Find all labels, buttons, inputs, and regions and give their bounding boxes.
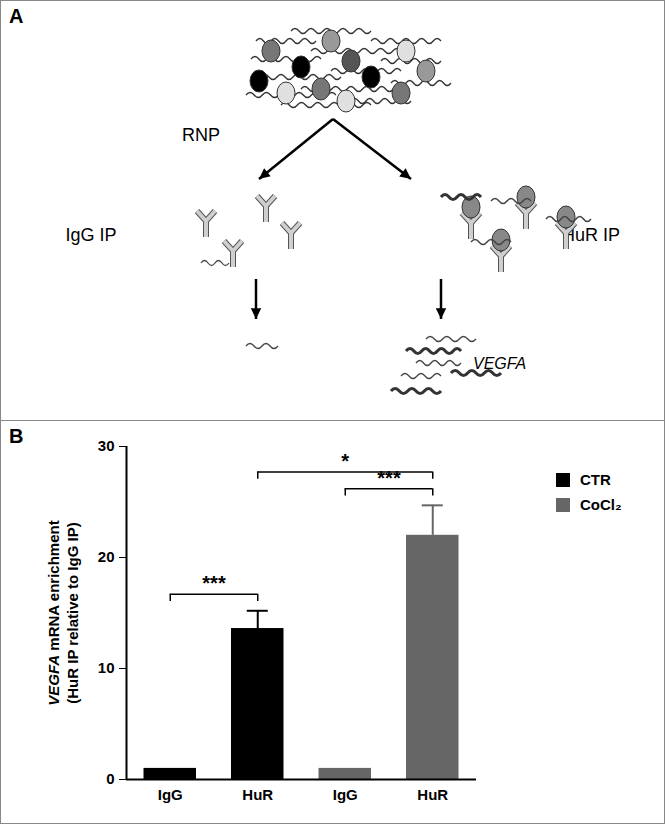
svg-text:*: * [341,450,349,472]
svg-text:20: 20 [98,548,115,565]
html-text:CoCl₂: CoCl₂ [580,496,622,513]
svg-text:IgG: IgG [333,786,358,803]
svg-text:0: 0 [106,770,114,787]
html-text:mRNA enrichment: mRNA enrichment [45,520,62,655]
svg-text:HuR: HuR [417,786,448,803]
html-text:B: B [9,425,24,447]
svg-text:***: *** [202,572,226,594]
svg-text:RNP: RNP [182,125,220,145]
svg-text:VEGFA: VEGFA [473,355,526,372]
html-text:CTR: CTR [580,471,611,488]
html-text:VEGFA: VEGFA [45,654,62,706]
svg-text:***: *** [377,467,401,489]
html-text:(HuR IP relative to IgG IP): (HuR IP relative to IgG IP) [64,522,81,704]
html-text:A: A [9,5,24,27]
svg-text:30: 30 [98,437,115,454]
svg-text:IgG IP: IgG IP [65,225,116,245]
svg-text:IgG: IgG [158,786,183,803]
svg-text:10: 10 [98,659,115,676]
svg-text:HuR: HuR [242,786,273,803]
svg-text:HuR IP: HuR IP [562,225,620,245]
